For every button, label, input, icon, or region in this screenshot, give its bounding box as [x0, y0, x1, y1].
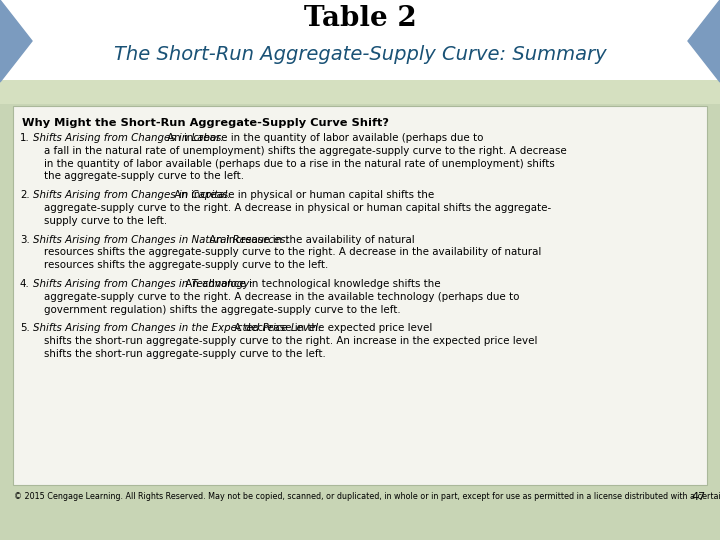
Bar	[0, 0, 720, 82]
Text: Why Might the Short-Run Aggregate-Supply Curve Shift?: Why Might the Short-Run Aggregate-Supply…	[22, 118, 389, 128]
Text: aggregate-supply curve to the right. A decrease in the available technology (per: aggregate-supply curve to the right. A d…	[44, 292, 519, 302]
Text: in the quantity of labor available (perhaps due to a rise in the natural rate of: in the quantity of labor available (perh…	[44, 159, 554, 168]
Text: A decrease in the expected price level: A decrease in the expected price level	[231, 323, 432, 333]
Text: 5.: 5.	[20, 323, 30, 333]
Text: a fall in the natural rate of unemployment) shifts the aggregate-supply curve to: a fall in the natural rate of unemployme…	[44, 146, 567, 156]
Text: shifts the short-run aggregate-supply curve to the left.: shifts the short-run aggregate-supply cu…	[44, 349, 325, 359]
Polygon shape	[688, 0, 720, 82]
Text: © 2015 Cengage Learning. All Rights Reserved. May not be copied, scanned, or dup: © 2015 Cengage Learning. All Rights Rese…	[14, 492, 720, 501]
Bar	[0, 80, 720, 104]
Text: Shifts Arising from Changes in Labor:: Shifts Arising from Changes in Labor:	[33, 133, 224, 143]
Text: The Short-Run Aggregate-Supply Curve: Summary: The Short-Run Aggregate-Supply Curve: Su…	[114, 45, 606, 64]
Text: An increase in the availability of natural: An increase in the availability of natur…	[207, 234, 415, 245]
Text: 1.: 1.	[20, 133, 30, 143]
Bar	[13, 106, 707, 485]
Text: An increase in the quantity of labor available (perhaps due to: An increase in the quantity of labor ava…	[164, 133, 483, 143]
Text: resources shifts the aggregate-supply curve to the left.: resources shifts the aggregate-supply cu…	[44, 260, 328, 270]
Text: An increase in physical or human capital shifts the: An increase in physical or human capital…	[171, 190, 434, 200]
Text: 2.: 2.	[20, 190, 30, 200]
Text: Shifts Arising from Changes in Technology:: Shifts Arising from Changes in Technolog…	[33, 279, 253, 289]
Text: An advance in technological knowledge shifts the: An advance in technological knowledge sh…	[181, 279, 440, 289]
Text: 4.: 4.	[20, 279, 30, 289]
Text: aggregate-supply curve to the right. A decrease in physical or human capital shi: aggregate-supply curve to the right. A d…	[44, 203, 552, 213]
Text: supply curve to the left.: supply curve to the left.	[44, 216, 167, 226]
Text: government regulation) shifts the aggregate-supply curve to the left.: government regulation) shifts the aggreg…	[44, 305, 400, 315]
Polygon shape	[0, 0, 32, 82]
Text: 47: 47	[692, 492, 706, 502]
Text: Table 2: Table 2	[304, 4, 416, 31]
Text: 3.: 3.	[20, 234, 30, 245]
Text: Shifts Arising from Changes in Capital:: Shifts Arising from Changes in Capital:	[33, 190, 231, 200]
Text: resources shifts the aggregate-supply curve to the right. A decrease in the avai: resources shifts the aggregate-supply cu…	[44, 247, 541, 258]
Text: the aggregate-supply curve to the left.: the aggregate-supply curve to the left.	[44, 171, 244, 181]
Text: Shifts Arising from Changes in the Expected Price Level:: Shifts Arising from Changes in the Expec…	[33, 323, 322, 333]
Text: shifts the short-run aggregate-supply curve to the right. An increase in the exp: shifts the short-run aggregate-supply cu…	[44, 336, 537, 346]
Text: Shifts Arising from Changes in Natural Resources:: Shifts Arising from Changes in Natural R…	[33, 234, 289, 245]
